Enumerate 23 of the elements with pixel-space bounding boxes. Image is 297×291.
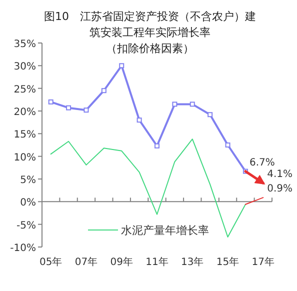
- y-tick-label: -10%: [10, 243, 36, 254]
- x-tick-label: 17年: [252, 256, 275, 268]
- chart-subtitle: （扣除价格因素）: [106, 42, 194, 55]
- x-tick-label: 05年: [39, 256, 62, 268]
- chart-title: 图10 江苏省固定资产投资（不含农户）建筑安装工程年实际增长率: [44, 10, 256, 39]
- x-tick-label: 09年: [110, 256, 133, 268]
- y-tick-label: 20%: [14, 107, 36, 118]
- x-tick-label: 13年: [181, 256, 204, 268]
- x-tick-label: 07年: [74, 256, 98, 268]
- y-tick-label: 15%: [14, 130, 36, 141]
- y-tick-label: -5%: [16, 220, 36, 232]
- data-label: 6.7%: [249, 157, 275, 168]
- x-tick-label: 15年: [216, 256, 240, 268]
- y-tick-label: 10%: [14, 152, 36, 164]
- x-tick-label: 11年: [146, 256, 168, 268]
- y-tick-label: 0%: [20, 198, 36, 209]
- y-tick-label: 30%: [14, 62, 36, 73]
- data-label: 4.1%: [267, 169, 293, 180]
- y-tick-label: 25%: [14, 84, 36, 96]
- y-tick-label: 5%: [20, 175, 36, 186]
- data-label: 0.9%: [267, 184, 293, 195]
- legend-label: 水泥产量年增长率: [121, 224, 209, 237]
- y-tick-label: 35%: [14, 39, 36, 50]
